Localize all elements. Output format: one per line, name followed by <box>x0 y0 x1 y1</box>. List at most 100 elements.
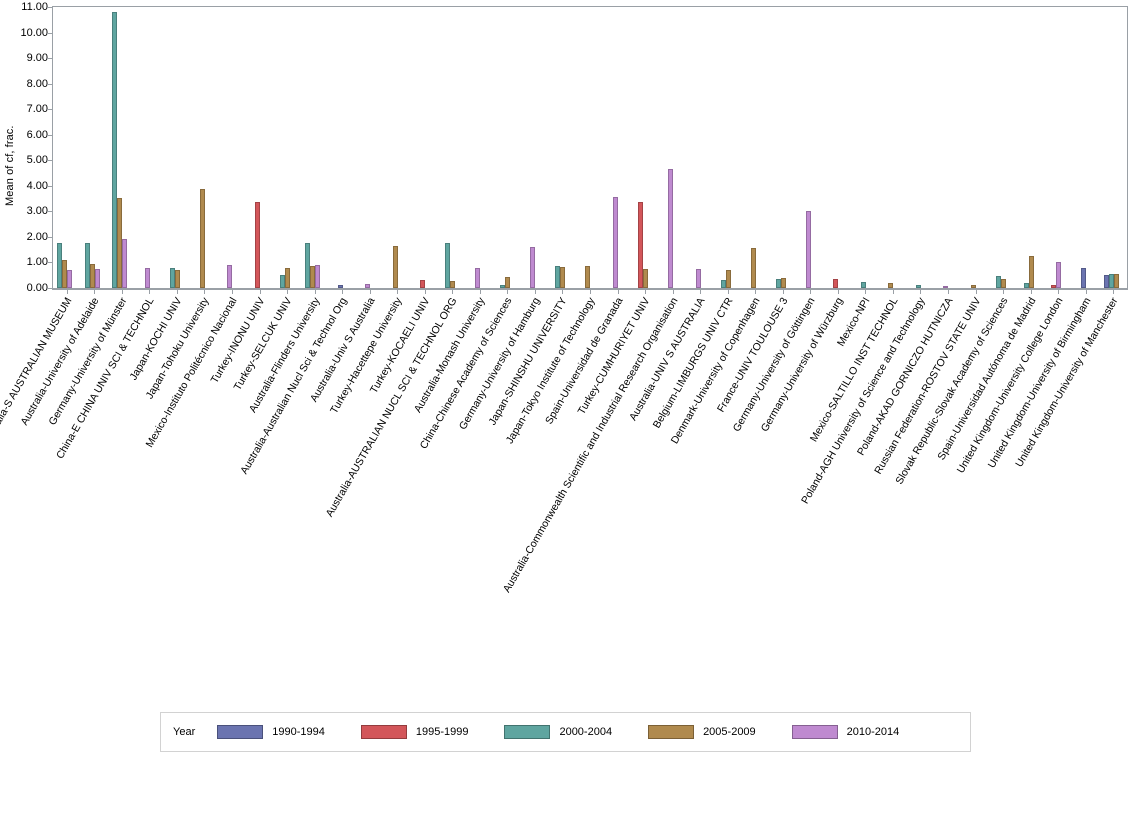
bar[interactable] <box>560 267 566 288</box>
bar-group <box>191 7 219 288</box>
bar[interactable] <box>144 268 150 288</box>
x-tick-mark <box>314 290 316 294</box>
legend-item[interactable]: 2010-2014 <box>791 725 899 739</box>
x-tick-mark <box>1030 290 1032 294</box>
legend-color-swatch <box>791 725 838 739</box>
bar[interactable] <box>530 246 536 288</box>
bar[interactable] <box>971 284 977 288</box>
bar[interactable] <box>638 202 644 288</box>
x-tick-mark <box>865 290 867 294</box>
bar[interactable] <box>500 285 506 288</box>
bar[interactable] <box>57 242 63 288</box>
y-tick-mark <box>47 160 52 162</box>
bar[interactable] <box>337 285 343 288</box>
x-tick-mark <box>204 290 206 294</box>
legend-item[interactable]: 2005-2009 <box>648 725 756 739</box>
bar[interactable] <box>94 268 100 288</box>
bar[interactable] <box>280 275 286 288</box>
x-tick-mark <box>975 290 977 294</box>
bar-group <box>439 7 467 288</box>
bar-group <box>81 7 109 288</box>
x-tick-mark <box>645 290 647 294</box>
bar[interactable] <box>365 284 371 288</box>
bar[interactable] <box>392 245 398 288</box>
bar[interactable] <box>1113 273 1119 288</box>
x-tick-mark <box>562 290 564 294</box>
bar[interactable] <box>285 268 291 288</box>
x-tick-mark <box>397 290 399 294</box>
x-tick-mark <box>94 290 96 294</box>
bar[interactable] <box>505 276 511 288</box>
x-tick-mark <box>1085 290 1087 294</box>
bar[interactable] <box>915 284 921 288</box>
legend-item[interactable]: 2000-2004 <box>504 725 612 739</box>
bar[interactable] <box>112 12 118 288</box>
bar[interactable] <box>169 267 175 288</box>
bar[interactable] <box>1051 284 1057 288</box>
bar-group <box>659 7 687 288</box>
bar-group <box>1072 7 1100 288</box>
bar-group <box>521 7 549 288</box>
legend[interactable]: Year 1990-1994 1995-1999 2000-2004 2005-200… <box>160 712 971 752</box>
bar-group <box>962 7 990 288</box>
bar[interactable] <box>450 280 456 288</box>
bar[interactable] <box>725 270 731 288</box>
y-tick-label: 5.00 <box>26 154 48 167</box>
y-tick-label: 7.00 <box>26 103 48 116</box>
legend-label: 2005-2009 <box>703 726 756 738</box>
bar[interactable] <box>122 239 128 288</box>
bar-group <box>494 7 522 288</box>
bar[interactable] <box>780 278 786 288</box>
bar[interactable] <box>888 282 894 288</box>
bar[interactable] <box>174 269 180 288</box>
bar-group <box>1017 7 1045 288</box>
bar[interactable] <box>668 169 674 288</box>
bar[interactable] <box>315 264 321 288</box>
bar[interactable] <box>1056 262 1062 288</box>
bar[interactable] <box>84 242 90 288</box>
bar[interactable] <box>1108 273 1114 288</box>
bar[interactable] <box>775 279 781 288</box>
bar[interactable] <box>310 265 316 288</box>
legend-label: 2000-2004 <box>559 726 613 738</box>
y-axis-title: Mean of cf, frac. <box>4 125 16 206</box>
bar[interactable] <box>67 269 73 288</box>
bar[interactable] <box>89 263 95 288</box>
bar[interactable] <box>475 268 481 288</box>
legend-color-swatch <box>648 725 695 739</box>
bar[interactable] <box>860 282 866 288</box>
bar[interactable] <box>62 260 68 288</box>
bar[interactable] <box>720 280 726 288</box>
bar[interactable] <box>555 265 561 288</box>
bar[interactable] <box>643 269 649 288</box>
x-tick-label: Australia-S AUSTRALIAN MUSEUM <box>0 295 75 449</box>
bar[interactable] <box>1023 283 1029 288</box>
bar[interactable] <box>613 197 619 288</box>
bar[interactable] <box>117 198 123 288</box>
bar[interactable] <box>695 268 701 288</box>
x-tick-mark <box>369 290 371 294</box>
legend-item[interactable]: 1990-1994 <box>217 725 325 739</box>
bar[interactable] <box>805 210 811 288</box>
bar[interactable] <box>943 285 949 288</box>
bar[interactable] <box>255 202 261 288</box>
bar[interactable] <box>1081 268 1087 288</box>
legend-item[interactable]: 1995-1999 <box>360 725 468 739</box>
bar[interactable] <box>199 189 205 288</box>
bar-group <box>1099 7 1127 288</box>
bar[interactable] <box>445 242 451 288</box>
x-tick-mark <box>66 290 68 294</box>
legend-items: 1990-1994 1995-1999 2000-2004 2005-2009 2010… <box>217 725 935 739</box>
bar[interactable] <box>1103 274 1109 288</box>
bar[interactable] <box>750 248 756 288</box>
bar[interactable] <box>420 279 426 288</box>
x-tick-mark <box>617 290 619 294</box>
bar[interactable] <box>1001 279 1007 288</box>
bar[interactable] <box>585 265 591 288</box>
bar[interactable] <box>1028 255 1034 288</box>
bar[interactable] <box>996 275 1002 288</box>
bar[interactable] <box>833 278 839 288</box>
bar[interactable] <box>227 264 233 288</box>
bar[interactable] <box>305 242 311 288</box>
y-tick-mark <box>47 134 52 136</box>
